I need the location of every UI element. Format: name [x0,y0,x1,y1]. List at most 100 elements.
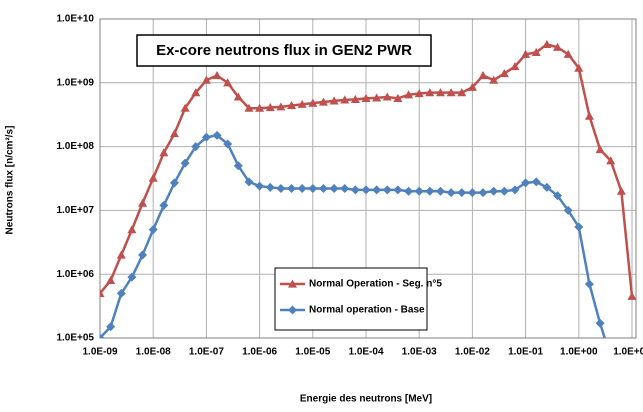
x-tick-label: 1.0E-01 [508,347,543,358]
data-point [297,99,307,108]
data-point [425,186,435,196]
data-point [201,75,211,84]
data-point [255,103,265,112]
data-point [100,333,105,338]
data-point [425,88,435,97]
data-point [414,88,424,98]
data-point [340,95,350,104]
data-point [329,96,339,105]
data-point [244,103,254,112]
data-point [478,71,488,80]
data-point [106,275,116,284]
x-tick-label: 1.0E-04 [348,347,383,358]
data-point [100,288,105,298]
data-point [138,250,148,260]
x-tick-label: 1.0E-03 [402,347,437,358]
data-point [318,97,328,106]
data-point [606,156,616,165]
data-point [308,98,318,107]
data-point [457,188,467,198]
data-point [148,225,158,235]
data-point [159,148,169,157]
data-point [255,181,265,191]
data-point [106,322,116,332]
data-point [223,139,233,149]
data-point [287,101,297,110]
y-tick-label: 1.0E+05 [56,333,94,344]
data-point [212,71,222,80]
data-point [382,185,392,195]
data-point [382,92,392,101]
data-point [446,188,456,198]
data-point [287,184,297,194]
data-point [414,186,424,196]
data-point [467,188,477,198]
data-point [531,47,541,56]
data-point [435,186,445,196]
data-point [563,49,573,58]
data-point [553,42,563,51]
data-point [361,185,371,195]
data-point [169,129,179,138]
x-tick-label: 1.0E+01 [613,347,643,358]
data-point [308,184,318,194]
data-point [276,184,286,194]
y-tick-label: 1.0E+07 [56,205,94,216]
data-point [446,88,456,97]
data-point [350,94,360,103]
legend-box [274,267,428,331]
data-point [584,111,594,120]
y-tick-label: 1.0E+08 [56,141,94,152]
data-point [542,39,552,48]
data-point [116,250,126,259]
data-point [350,185,360,195]
data-point [180,103,190,112]
x-tick-label: 1.0E-07 [189,347,224,358]
data-point [521,49,531,58]
y-tick-label: 1.0E+06 [56,269,94,280]
data-point [127,225,137,234]
data-point [521,178,531,188]
data-point [563,205,573,215]
data-point [404,186,414,196]
data-point [233,161,243,171]
plot-series [100,39,636,338]
data-point [404,90,414,99]
x-tick-label: 1.0E-02 [455,347,490,358]
data-point [297,184,307,194]
data-point [180,158,190,168]
x-tick-label: 1.0E-05 [295,347,330,358]
data-point [212,130,222,140]
data-point [595,145,605,154]
plot-area [99,18,637,339]
legend-label: Normal operation - Base [309,305,425,316]
x-tick-label: 1.0E-09 [82,347,117,358]
data-point [542,182,552,192]
data-point [595,318,605,328]
data-point [223,78,233,87]
data-point [510,62,520,71]
data-point [148,173,158,182]
y-axis-label: Neutrons flux [n/cm²/s] [5,126,16,235]
data-point [191,88,201,97]
data-point [531,177,541,187]
data-point [478,188,488,198]
data-point [372,93,382,102]
data-point [553,191,563,201]
data-point [616,186,626,195]
data-point [127,272,137,282]
data-point [627,291,636,300]
data-point [467,82,477,91]
data-point [574,63,584,72]
legend-marker [288,279,297,288]
data-point [372,185,382,195]
data-point [499,186,509,196]
data-point [265,103,275,112]
chart-title: Ex-core neutrons flux in GEN2 PWR [156,42,412,59]
legend-marker [288,305,297,315]
data-point [489,75,499,84]
data-point [244,177,254,187]
data-point [393,93,403,102]
data-point [584,279,594,289]
